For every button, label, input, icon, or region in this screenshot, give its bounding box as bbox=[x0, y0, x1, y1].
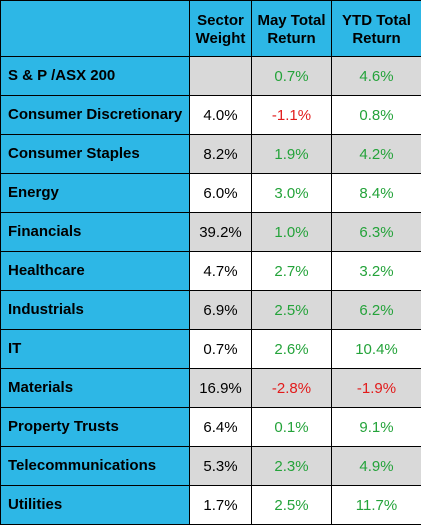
table-row: Utilities 1.7% 2.5% 11.7% bbox=[0, 485, 421, 525]
may-return-cell: 2.5% bbox=[251, 485, 332, 525]
table-row: Financials 39.2% 1.0% 6.3% bbox=[0, 212, 421, 252]
sector-weight-cell bbox=[189, 56, 252, 96]
sector-name-cell: IT bbox=[0, 329, 190, 369]
header-row: Sector Weight May Total Return YTD Total… bbox=[0, 0, 421, 57]
ytd-return-cell: 4.9% bbox=[331, 446, 421, 486]
header-may-total-return: May Total Return bbox=[251, 0, 332, 57]
table-row: Consumer Discretionary 4.0% -1.1% 0.8% bbox=[0, 95, 421, 135]
table-row: Industrials 6.9% 2.5% 6.2% bbox=[0, 290, 421, 330]
sector-name-cell: Property Trusts bbox=[0, 407, 190, 447]
sector-weight-cell: 1.7% bbox=[189, 485, 252, 525]
sector-weight-cell: 39.2% bbox=[189, 212, 252, 252]
sector-weight-cell: 6.9% bbox=[189, 290, 252, 330]
sector-name-cell: Financials bbox=[0, 212, 190, 252]
may-return-cell: 2.7% bbox=[251, 251, 332, 291]
sector-weight-cell: 8.2% bbox=[189, 134, 252, 174]
table-row: S & P /ASX 200 0.7% 4.6% bbox=[0, 56, 421, 96]
ytd-return-cell: 0.8% bbox=[331, 95, 421, 135]
table-row: Consumer Staples 8.2% 1.9% 4.2% bbox=[0, 134, 421, 174]
may-return-cell: 0.7% bbox=[251, 56, 332, 96]
ytd-return-cell: 6.2% bbox=[331, 290, 421, 330]
sector-weight-cell: 0.7% bbox=[189, 329, 252, 369]
sector-weight-cell: 4.0% bbox=[189, 95, 252, 135]
table-row: Energy 6.0% 3.0% 8.4% bbox=[0, 173, 421, 213]
may-return-cell: 2.5% bbox=[251, 290, 332, 330]
header-sector-weight: Sector Weight bbox=[189, 0, 252, 57]
ytd-return-cell: 8.4% bbox=[331, 173, 421, 213]
ytd-return-cell: 10.4% bbox=[331, 329, 421, 369]
may-return-cell: -1.1% bbox=[251, 95, 332, 135]
may-return-cell: 2.3% bbox=[251, 446, 332, 486]
sector-name-cell: Healthcare bbox=[0, 251, 190, 291]
table-row: IT 0.7% 2.6% 10.4% bbox=[0, 329, 421, 369]
ytd-return-cell: 6.3% bbox=[331, 212, 421, 252]
sector-weight-cell: 6.0% bbox=[189, 173, 252, 213]
ytd-return-cell: 4.6% bbox=[331, 56, 421, 96]
may-return-cell: 2.6% bbox=[251, 329, 332, 369]
sector-name-cell: Materials bbox=[0, 368, 190, 408]
sector-weight-cell: 6.4% bbox=[189, 407, 252, 447]
sector-name-cell: Utilities bbox=[0, 485, 190, 525]
may-return-cell: 3.0% bbox=[251, 173, 332, 213]
ytd-return-cell: 4.2% bbox=[331, 134, 421, 174]
may-return-cell: 0.1% bbox=[251, 407, 332, 447]
table-row: Healthcare 4.7% 2.7% 3.2% bbox=[0, 251, 421, 291]
ytd-return-cell: 11.7% bbox=[331, 485, 421, 525]
sector-name-cell: Telecommunications bbox=[0, 446, 190, 486]
header-corner-cell bbox=[0, 0, 190, 57]
header-ytd-total-return: YTD Total Return bbox=[331, 0, 421, 57]
table-row: Materials 16.9% -2.8% -1.9% bbox=[0, 368, 421, 408]
sector-name-cell: Consumer Discretionary bbox=[0, 95, 190, 135]
table-row: Telecommunications 5.3% 2.3% 4.9% bbox=[0, 446, 421, 486]
ytd-return-cell: 9.1% bbox=[331, 407, 421, 447]
table-row: Property Trusts 6.4% 0.1% 9.1% bbox=[0, 407, 421, 447]
ytd-return-cell: -1.9% bbox=[331, 368, 421, 408]
sector-name-cell: Industrials bbox=[0, 290, 190, 330]
sector-weight-cell: 4.7% bbox=[189, 251, 252, 291]
sector-name-cell: Consumer Staples bbox=[0, 134, 190, 174]
table-body: S & P /ASX 200 0.7% 4.6% Consumer Discre… bbox=[0, 56, 421, 525]
sector-weight-cell: 5.3% bbox=[189, 446, 252, 486]
ytd-return-cell: 3.2% bbox=[331, 251, 421, 291]
may-return-cell: 1.0% bbox=[251, 212, 332, 252]
may-return-cell: 1.9% bbox=[251, 134, 332, 174]
sector-name-cell: S & P /ASX 200 bbox=[0, 56, 190, 96]
sector-weight-cell: 16.9% bbox=[189, 368, 252, 408]
may-return-cell: -2.8% bbox=[251, 368, 332, 408]
sector-name-cell: Energy bbox=[0, 173, 190, 213]
